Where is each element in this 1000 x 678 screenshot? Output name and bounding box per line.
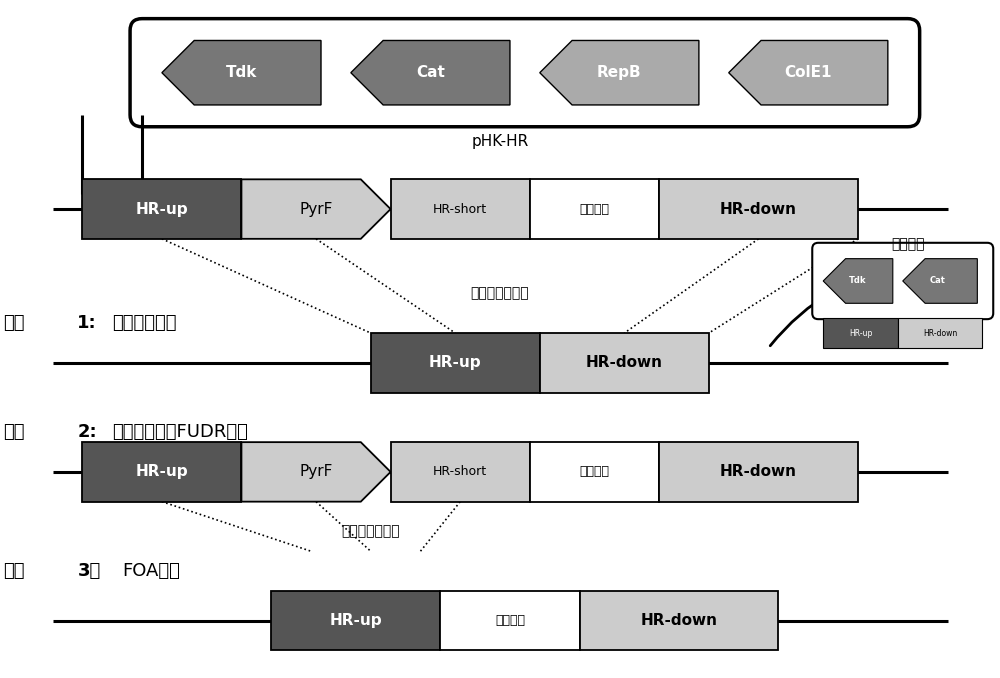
Text: 化学培养基与FUDR筛选: 化学培养基与FUDR筛选 — [112, 423, 248, 441]
Text: HR-down: HR-down — [641, 613, 718, 629]
Polygon shape — [351, 41, 510, 105]
Polygon shape — [540, 41, 699, 105]
Bar — [540, 333, 709, 393]
Text: PyrF: PyrF — [299, 464, 333, 479]
Bar — [530, 442, 659, 502]
Text: 质粒消除: 质粒消除 — [891, 237, 924, 251]
Polygon shape — [241, 179, 391, 239]
Text: HR-short: HR-short — [433, 203, 487, 216]
Polygon shape — [823, 259, 893, 303]
Text: 第一次同源重组: 第一次同源重组 — [471, 286, 529, 300]
Polygon shape — [903, 259, 977, 303]
Text: HR-up: HR-up — [849, 329, 872, 338]
Bar — [659, 179, 858, 239]
Text: Tdk: Tdk — [226, 65, 257, 80]
Bar — [440, 591, 580, 650]
Text: 目标序列: 目标序列 — [495, 614, 525, 627]
Text: Cat: Cat — [930, 277, 945, 285]
Text: 2:: 2: — [77, 423, 97, 441]
Text: 第二次同源重组: 第二次同源重组 — [341, 524, 400, 538]
Bar — [580, 591, 778, 650]
Bar — [391, 179, 530, 239]
Text: 步骤: 步骤 — [3, 423, 24, 441]
Bar — [82, 179, 241, 239]
Bar — [371, 333, 540, 393]
Text: HR-down: HR-down — [720, 201, 797, 216]
Text: HR-up: HR-up — [329, 613, 382, 629]
Text: PyrF: PyrF — [299, 201, 333, 216]
Bar — [898, 318, 982, 348]
Text: 目标序列: 目标序列 — [579, 465, 609, 479]
Bar — [530, 179, 659, 239]
Text: RepB: RepB — [597, 65, 642, 80]
Text: 3：: 3： — [77, 562, 101, 580]
Bar — [82, 442, 241, 502]
Text: pHK-HR: pHK-HR — [471, 134, 529, 149]
Text: 目标序列: 目标序列 — [579, 203, 609, 216]
Text: 1:: 1: — [77, 314, 97, 332]
Text: HR-up: HR-up — [136, 201, 188, 216]
Text: HR-down: HR-down — [720, 464, 797, 479]
Text: Cat: Cat — [416, 65, 445, 80]
Bar — [391, 442, 530, 502]
Bar — [271, 591, 440, 650]
Text: HR-short: HR-short — [433, 465, 487, 479]
Text: 步骤: 步骤 — [3, 314, 24, 332]
Text: Tdk: Tdk — [849, 277, 867, 285]
Polygon shape — [729, 41, 888, 105]
Text: HR-up: HR-up — [429, 355, 482, 370]
Text: HR-down: HR-down — [923, 329, 957, 338]
FancyBboxPatch shape — [812, 243, 993, 319]
Bar — [823, 318, 898, 348]
FancyBboxPatch shape — [130, 19, 920, 127]
Text: FOA筛选: FOA筛选 — [122, 562, 180, 580]
Polygon shape — [162, 41, 321, 105]
Text: HR-up: HR-up — [136, 464, 188, 479]
Text: 步骤: 步骤 — [3, 562, 24, 580]
Text: 甲砜霉素筛选: 甲砜霉素筛选 — [112, 314, 177, 332]
Polygon shape — [241, 442, 391, 502]
Text: HR-down: HR-down — [586, 355, 663, 370]
Bar — [659, 442, 858, 502]
Text: ColE1: ColE1 — [785, 65, 832, 80]
